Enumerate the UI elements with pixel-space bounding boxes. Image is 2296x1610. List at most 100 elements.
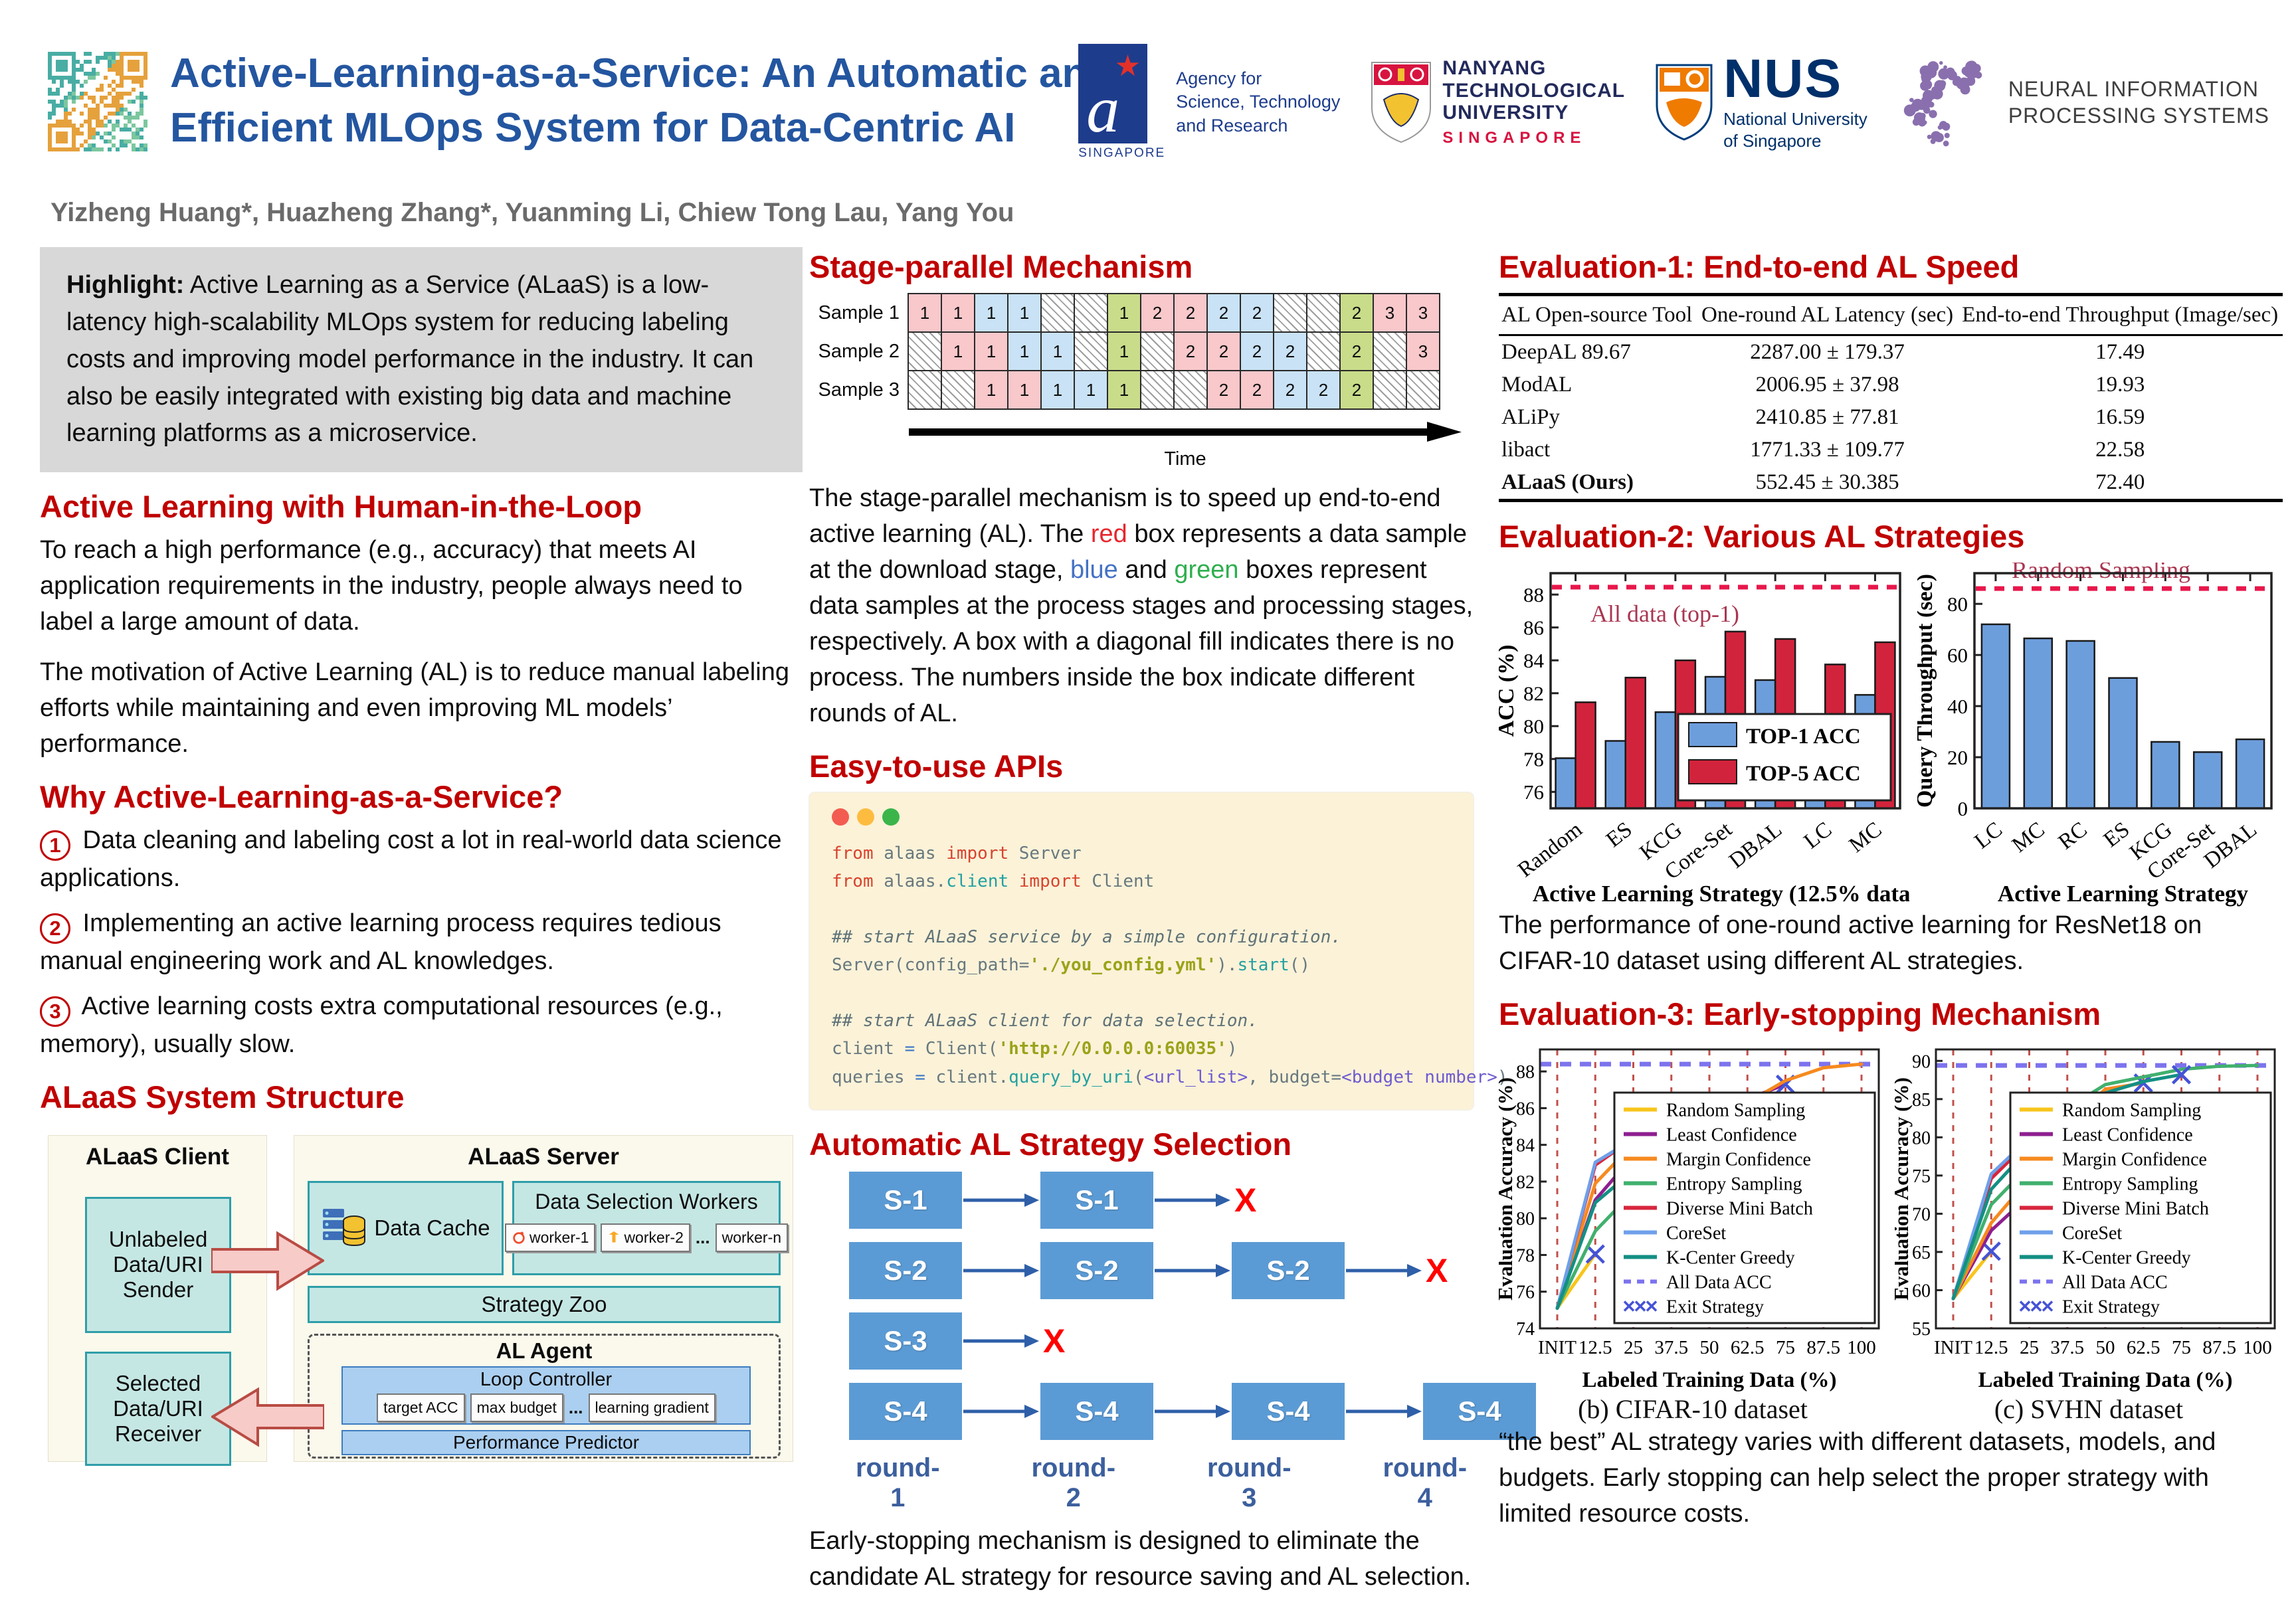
strategy-box: S-2 <box>1232 1241 1345 1299</box>
strategy-row: S-1 S-1 X <box>849 1171 1474 1229</box>
svg-text:25: 25 <box>1624 1337 1643 1358</box>
eval2-caption: The performance of one-round active lear… <box>1499 911 2202 975</box>
svg-text:INIT: INIT <box>1934 1337 1972 1358</box>
strategy-box: S-2 <box>849 1241 962 1299</box>
svg-text:84: 84 <box>1523 649 1545 672</box>
svg-text:ES: ES <box>1602 818 1637 852</box>
eval3-note: “the best” AL strategy varies with diffe… <box>1499 1427 2216 1528</box>
stage-cell <box>1040 293 1075 333</box>
strategy-caption: Early-stopping mechanism is designed to … <box>809 1526 1472 1591</box>
minimize-dot-icon <box>857 808 874 826</box>
section-heading-eval3: Evaluation-3: Early-stopping Mechanism <box>1499 996 2101 1031</box>
table-row: ModAL 2006.95 ± 37.98 19.93 <box>1501 373 2145 397</box>
round-label: round-3 <box>1206 1453 1292 1512</box>
strategy-box: S-3 <box>849 1312 962 1370</box>
maximize-dot-icon <box>882 808 900 826</box>
svg-text:K-Center Greedy: K-Center Greedy <box>2062 1247 2191 1268</box>
stage-cell <box>1140 331 1175 371</box>
stage-cell: 2 <box>1339 331 1374 371</box>
svg-text:50: 50 <box>1700 1337 1719 1358</box>
svg-text:TOP-5 ACC: TOP-5 ACC <box>1746 762 1861 786</box>
logo-nus: NUS National University of Singapore <box>1656 51 1867 152</box>
svg-text:CoreSet: CoreSet <box>2062 1223 2122 1243</box>
svg-text:84: 84 <box>1516 1136 1535 1156</box>
time-arrow-icon <box>909 422 1462 442</box>
svg-text:80: 80 <box>1947 592 1968 616</box>
svg-text:Random Sampling: Random Sampling <box>2062 1100 2201 1120</box>
code-block: from alaas import Server from alaas.clien… <box>832 843 1508 1087</box>
section-heading-stage: Stage-parallel Mechanism <box>809 249 1193 284</box>
stage-cell: 2 <box>1339 293 1374 333</box>
strategy-row: S-2 S-2 S-2 X <box>849 1241 1474 1299</box>
stage-cell <box>1373 370 1407 410</box>
stage-cell: 2 <box>1339 370 1374 410</box>
stage-cell <box>1273 293 1307 333</box>
svg-text:82: 82 <box>1523 682 1544 705</box>
stage-cell: 2 <box>1206 293 1241 333</box>
stage-cell <box>908 370 942 410</box>
window-buttons <box>832 808 1451 829</box>
section-heading-hitl: Active Learning with Human-in-the-Loop <box>40 489 642 525</box>
stage-cell: 2 <box>1173 293 1208 333</box>
stage-cell: 2 <box>1273 370 1307 410</box>
section-heading-apis: Easy-to-use APIs <box>809 748 1064 784</box>
stage-cell: 1 <box>1107 293 1141 333</box>
logos: a ★ SINGAPORE Agency for Science, Technol… <box>1078 44 2269 161</box>
stage-cell: 1 <box>941 331 975 371</box>
sample-row-label: Sample 2 <box>818 340 900 362</box>
highlight-label: Highlight: <box>66 271 185 299</box>
strategy-selection-diagram: S-1 S-1 X S-2 S-2 S-2 X S-3 X S-4 S-4 S-4 S-4 <box>849 1171 1536 1440</box>
stage-cell: 1 <box>1074 370 1108 410</box>
svhn-line-chart: INIT 12.5 25 37.5 50 62.5 75 87.5 100 55 60 65 70 75 8… <box>1895 1048 2276 1392</box>
nus-shield-icon <box>1656 64 1713 141</box>
strategy-box: S-4 <box>1232 1382 1345 1440</box>
authors: Yizheng Huang*, Huazheng Zhang*, Yuanmin… <box>50 198 1014 227</box>
stage-cell <box>1373 331 1407 371</box>
stage-cell: 1 <box>1007 293 1042 333</box>
stage-cell: 1 <box>974 331 1008 371</box>
svg-text:40: 40 <box>1947 695 1968 718</box>
svg-text:80: 80 <box>1516 1209 1535 1229</box>
why-item: 3 Active learning costs extra computatio… <box>40 992 723 1058</box>
highlight-text: Active Learning as a Service (ALaaS) is … <box>66 271 754 448</box>
sample-row-label: Sample 1 <box>818 302 900 323</box>
stage-cell: 2 <box>1240 331 1274 371</box>
svg-text:86: 86 <box>1523 616 1544 640</box>
time-label: Time <box>1164 448 1206 470</box>
svg-text:Evaluation Accuracy (%): Evaluation Accuracy (%) <box>1499 1077 1517 1300</box>
worker-chip: worker-2 <box>601 1223 690 1252</box>
svg-text:65: 65 <box>1912 1243 1931 1263</box>
section-heading-eval2: Evaluation-2: Various AL Strategies <box>1499 519 2025 554</box>
stage-cell: 2 <box>1273 331 1307 371</box>
svg-text:78: 78 <box>1523 748 1544 771</box>
highlight-box: Highlight: Active Learning as a Service … <box>40 247 803 473</box>
stage-cell: 2 <box>1206 331 1241 371</box>
cifar-chart-block: INIT 12.5 25 37.5 50 62.5 75 87.5 100 74 76 78 80 82 8… <box>1499 1040 1887 1425</box>
strategy-box: S-4 <box>849 1382 962 1440</box>
svg-text:Evaluation Accuracy (%): Evaluation Accuracy (%) <box>1895 1077 1913 1300</box>
close-dot-icon <box>832 808 849 826</box>
strategy-box: S-1 <box>1040 1171 1153 1229</box>
svg-text:Active Learning Strategy: Active Learning Strategy <box>1998 881 2249 907</box>
svg-text:86: 86 <box>1516 1099 1535 1119</box>
time-arrow <box>809 422 1474 442</box>
stage-cell: 1 <box>1107 370 1141 410</box>
section-heading-strategy: Automatic AL Strategy Selection <box>809 1126 1292 1162</box>
svg-text:60: 60 <box>1947 644 1968 667</box>
logo-astar: a ★ SINGAPORE Agency for Science, Technol… <box>1078 44 1340 161</box>
svg-text:DBAL: DBAL <box>1725 818 1786 873</box>
why-items: 1 Data cleaning and labeling cost a lot … <box>40 823 803 1063</box>
round-label: round-2 <box>1031 1453 1116 1512</box>
stage-cell: 1 <box>1007 331 1042 371</box>
svg-text:76: 76 <box>1523 780 1544 804</box>
svg-text:Labeled Training Data (%): Labeled Training Data (%) <box>1582 1368 1837 1392</box>
alaas-server-panel: ALaaS Server Data Cache Data Selection W… <box>294 1134 793 1462</box>
svg-text:70: 70 <box>1912 1204 1931 1225</box>
stage-cell: 1 <box>908 293 942 333</box>
svg-text:80: 80 <box>1912 1128 1931 1148</box>
title-line-2: Efficient MLOps System for Data-Centric … <box>170 104 1016 151</box>
logo-ntu: NANYANG TECHNOLOGICAL UNIVERSITY SINGAPO… <box>1371 57 1625 147</box>
table-row: ALiPy 2410.85 ± 77.81 16.59 <box>1501 405 2145 429</box>
svg-text:88: 88 <box>1523 583 1544 606</box>
stage-cell: 2 <box>1206 370 1241 410</box>
